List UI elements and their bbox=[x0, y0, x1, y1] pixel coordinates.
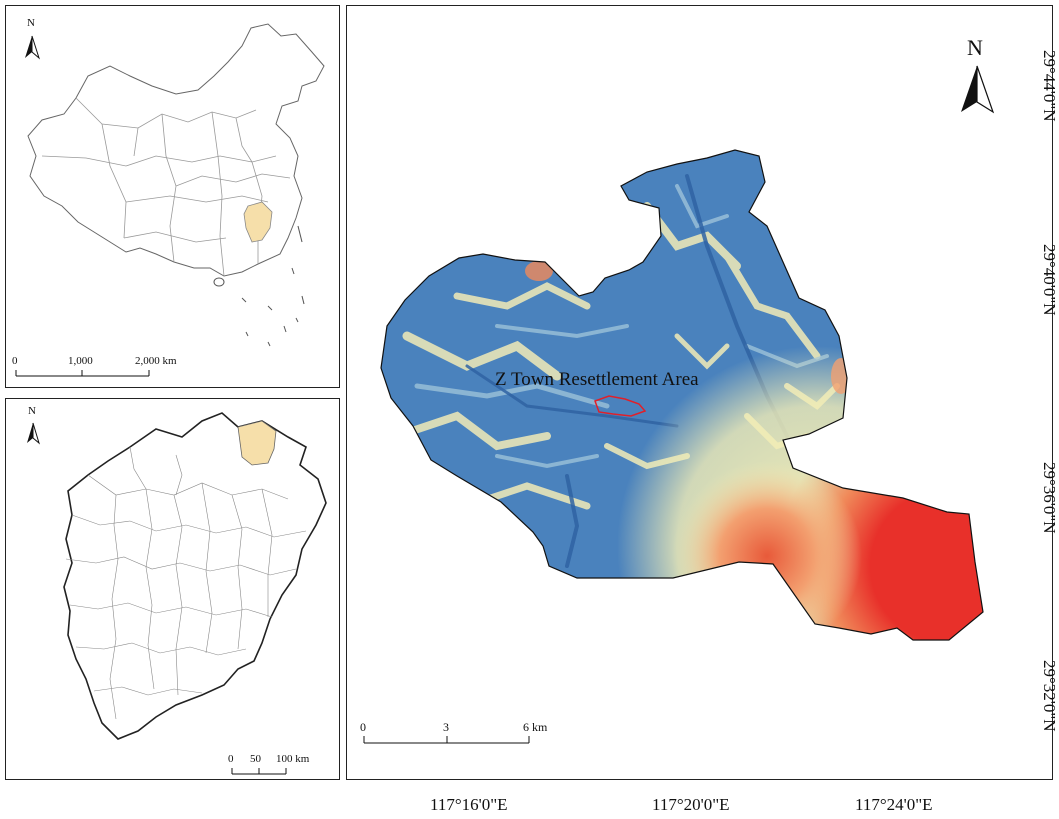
scale-tick-2: 100 km bbox=[276, 753, 310, 765]
lat-label-2: 29°40'0"N bbox=[1040, 244, 1059, 316]
north-label: N bbox=[967, 35, 983, 60]
study-area-label: Z Town Resettlement Area bbox=[495, 369, 699, 390]
scale-tick-0: 0 bbox=[228, 753, 234, 765]
scale-bar bbox=[363, 736, 530, 744]
dem-map bbox=[363, 65, 995, 744]
lon-label-1: 117°16'0"E bbox=[430, 795, 508, 814]
scale-tick-2: 2,000 km bbox=[135, 355, 177, 367]
scale-tick-1: 1,000 bbox=[68, 355, 93, 367]
china-inset-panel: N 0 1,000 2,000 km bbox=[5, 5, 340, 388]
lon-label-3: 117°24'0"E bbox=[855, 795, 933, 814]
scale-bar bbox=[231, 768, 287, 775]
north-arrow-icon bbox=[961, 65, 995, 114]
china-inset-map bbox=[15, 23, 325, 377]
jiangxi-highlight bbox=[243, 201, 273, 243]
resettlement-area-outline bbox=[594, 395, 647, 417]
scale-tick-2: 6 km bbox=[523, 720, 548, 734]
north-label: N bbox=[28, 405, 36, 417]
county-boundaries bbox=[65, 446, 307, 720]
north-label: N bbox=[27, 17, 35, 29]
lon-label-2: 117°20'0"E bbox=[652, 795, 730, 814]
study-county-highlight bbox=[237, 420, 277, 466]
elevation-raster bbox=[381, 150, 983, 640]
jiangxi-outline bbox=[63, 412, 327, 740]
scale-bar bbox=[15, 370, 150, 377]
scale-tick-0: 0 bbox=[12, 355, 18, 367]
jiangxi-inset-map bbox=[27, 412, 327, 775]
lat-label-1: 29°44'0"N bbox=[1040, 50, 1059, 122]
china-outline bbox=[27, 23, 325, 277]
north-arrow-icon bbox=[25, 35, 41, 60]
north-arrow-icon bbox=[27, 422, 40, 445]
jiangxi-inset-panel: N 0 50 100 km bbox=[5, 398, 340, 780]
scale-tick-0: 0 bbox=[360, 720, 366, 734]
main-map-panel: N Z Town Resettlement Area 0 3 6 km bbox=[346, 5, 1053, 780]
islands bbox=[213, 225, 305, 347]
lat-label-3: 29°36'0"N bbox=[1040, 462, 1059, 534]
scale-tick-1: 3 bbox=[443, 720, 449, 734]
lat-label-4: 29°32'0"N bbox=[1040, 660, 1059, 732]
scale-tick-1: 50 bbox=[250, 753, 261, 765]
province-boundaries bbox=[41, 97, 291, 277]
